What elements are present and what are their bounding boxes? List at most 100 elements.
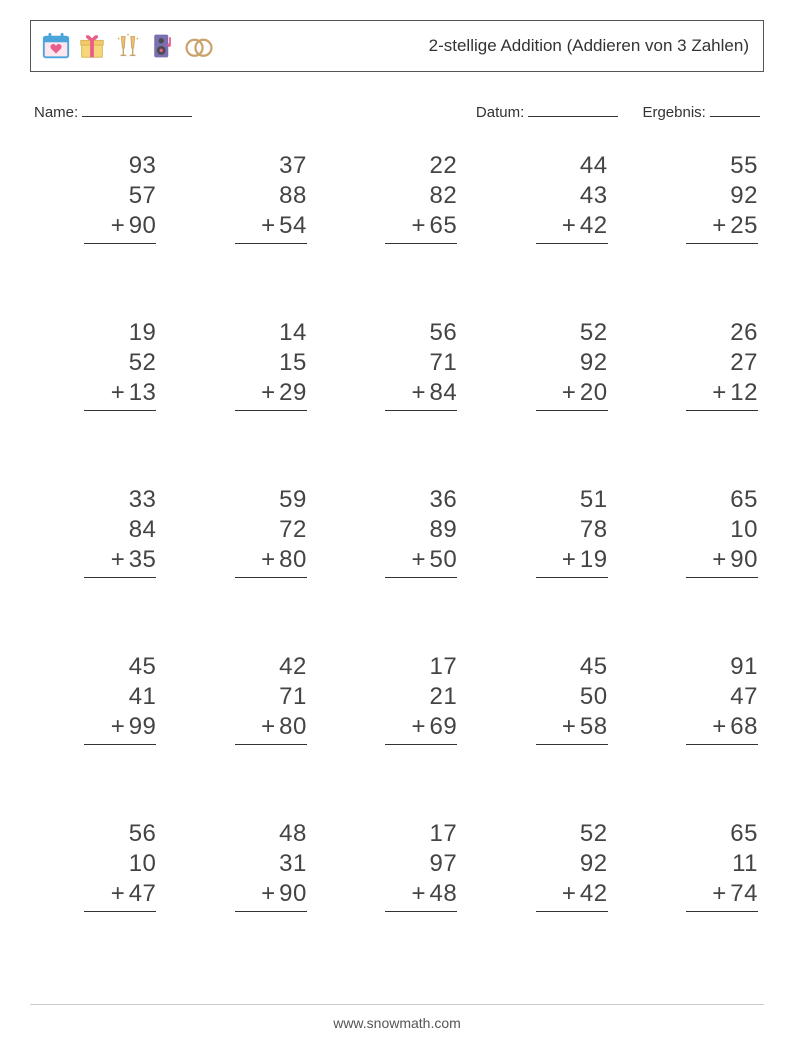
worksheet-page: 2-stellige Addition (Addieren von 3 Zahl…	[0, 0, 794, 1053]
plus-sign: +	[562, 378, 580, 408]
addition-problem: 5671+84	[337, 318, 457, 435]
addend-3-row: +25	[686, 211, 758, 244]
plus-sign: +	[261, 879, 279, 909]
addend-3-row: +99	[84, 712, 156, 745]
addend-2: 27	[686, 348, 758, 378]
worksheet-title: 2-stellige Addition (Addieren von 3 Zahl…	[215, 36, 753, 56]
addend-3: 99	[129, 713, 157, 740]
plus-sign: +	[712, 545, 730, 575]
addend-1: 17	[385, 652, 457, 682]
addend-1: 17	[385, 819, 457, 849]
addend-2: 11	[686, 849, 758, 879]
addend-3-row: +29	[235, 378, 307, 411]
addend-3: 42	[580, 880, 608, 907]
plus-sign: +	[562, 211, 580, 241]
addend-3: 54	[279, 212, 307, 239]
addition-problem: 5292+42	[487, 819, 607, 936]
addend-1: 93	[84, 151, 156, 181]
addend-2: 78	[536, 515, 608, 545]
addend-2: 82	[385, 181, 457, 211]
addend-2: 41	[84, 682, 156, 712]
addend-1: 91	[686, 652, 758, 682]
addend-2: 47	[686, 682, 758, 712]
header-icon-strip	[41, 31, 215, 61]
addition-problem: 2627+12	[638, 318, 758, 435]
plus-sign: +	[411, 712, 429, 742]
addend-2: 21	[385, 682, 457, 712]
plus-sign: +	[411, 378, 429, 408]
addend-2: 57	[84, 181, 156, 211]
plus-sign: +	[712, 211, 730, 241]
plus-sign: +	[261, 211, 279, 241]
name-label: Name:	[34, 104, 78, 121]
addend-3: 47	[129, 880, 157, 907]
addend-3-row: +80	[235, 712, 307, 745]
addend-2: 92	[536, 348, 608, 378]
addend-2: 52	[84, 348, 156, 378]
plus-sign: +	[111, 545, 129, 575]
speaker-music-icon	[149, 31, 177, 61]
addition-problem: 5610+47	[36, 819, 156, 936]
addend-3-row: +19	[536, 545, 608, 578]
addend-1: 56	[84, 819, 156, 849]
addend-3-row: +74	[686, 879, 758, 912]
addend-3: 84	[429, 379, 457, 406]
addition-problem: 5972+80	[186, 485, 306, 602]
addend-3: 90	[129, 212, 157, 239]
addend-2: 84	[84, 515, 156, 545]
plus-sign: +	[712, 879, 730, 909]
addend-3: 90	[279, 880, 307, 907]
addend-1: 45	[84, 652, 156, 682]
addend-2: 88	[235, 181, 307, 211]
name-blank	[82, 100, 192, 117]
addition-problem: 5292+20	[487, 318, 607, 435]
footer-text: www.snowmath.com	[333, 1015, 461, 1031]
addend-3: 74	[730, 880, 758, 907]
addend-3: 12	[730, 379, 758, 406]
addend-3-row: +20	[536, 378, 608, 411]
addend-3: 20	[580, 379, 608, 406]
addition-problem: 2282+65	[337, 151, 457, 268]
addend-3: 58	[580, 713, 608, 740]
name-field: Name:	[34, 100, 476, 121]
gift-icon	[77, 31, 107, 61]
plus-sign: +	[261, 545, 279, 575]
plus-sign: +	[411, 211, 429, 241]
addend-3: 29	[279, 379, 307, 406]
plus-sign: +	[411, 545, 429, 575]
addition-problem: 4541+99	[36, 652, 156, 769]
addend-3: 90	[730, 546, 758, 573]
plus-sign: +	[111, 712, 129, 742]
addend-3-row: +42	[536, 211, 608, 244]
addend-3: 68	[730, 713, 758, 740]
addend-3-row: +54	[235, 211, 307, 244]
wedding-rings-icon	[183, 31, 215, 61]
addition-problem: 9147+68	[638, 652, 758, 769]
addend-3: 80	[279, 546, 307, 573]
addend-3-row: +42	[536, 879, 608, 912]
header-box: 2-stellige Addition (Addieren von 3 Zahl…	[30, 20, 764, 72]
addend-1: 65	[686, 485, 758, 515]
addition-problem: 1415+29	[186, 318, 306, 435]
plus-sign: +	[111, 879, 129, 909]
addend-3: 13	[129, 379, 157, 406]
addition-problem: 6511+74	[638, 819, 758, 936]
addition-problem: 4271+80	[186, 652, 306, 769]
plus-sign: +	[712, 712, 730, 742]
addend-1: 19	[84, 318, 156, 348]
info-row: Name: Datum: Ergebnis:	[30, 100, 764, 121]
addition-problem: 4550+58	[487, 652, 607, 769]
addend-3-row: +12	[686, 378, 758, 411]
plus-sign: +	[712, 378, 730, 408]
addition-problem: 1797+48	[337, 819, 457, 936]
addend-1: 52	[536, 819, 608, 849]
date-label: Datum:	[476, 104, 524, 121]
addend-2: 71	[385, 348, 457, 378]
addend-1: 33	[84, 485, 156, 515]
addition-problem: 5592+25	[638, 151, 758, 268]
addend-2: 10	[686, 515, 758, 545]
addition-problem: 9357+90	[36, 151, 156, 268]
addend-1: 56	[385, 318, 457, 348]
result-field: Ergebnis:	[642, 100, 760, 121]
addend-3-row: +58	[536, 712, 608, 745]
